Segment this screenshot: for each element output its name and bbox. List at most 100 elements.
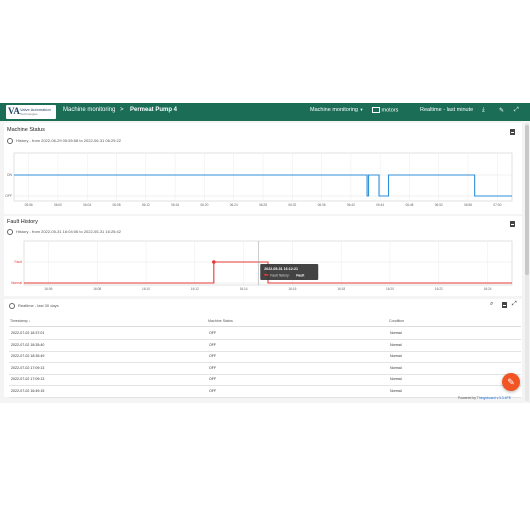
x-tick-label: 06:24 xyxy=(230,203,238,207)
tooltip-timestamp: 2022-05-31 16:12:21 xyxy=(264,267,298,271)
x-tick-label: 06:20 xyxy=(200,203,208,207)
x-tick-label: 16:24 xyxy=(484,287,492,291)
cell-condition: Normal xyxy=(390,377,402,381)
cell-status: OFF xyxy=(209,331,217,335)
fault-history-title: Fault History xyxy=(7,219,38,225)
chart-tooltip: 2022-05-31 16:12:21 Fault history: Fault xyxy=(260,264,319,280)
state-selector-label: Machine monitoring xyxy=(310,107,358,113)
x-tick-label: 06:12 xyxy=(142,203,150,207)
x-tick-label: 07:00 xyxy=(493,203,501,207)
breadcrumb-current: Permeat Pump 4 xyxy=(130,107,178,113)
fault-series-line xyxy=(24,261,512,284)
x-tick-label: 06:28 xyxy=(259,203,267,207)
machine-status-title: Machine Status xyxy=(7,127,45,133)
machine-status-panel: Machine Status History - from 2022-06-29… xyxy=(4,123,522,214)
x-tick-label: 06:36 xyxy=(318,203,326,207)
fullscreen-icon[interactable]: ⤢ xyxy=(512,301,517,307)
fault-history-panel: Fault History History - from 2022-05-31 … xyxy=(4,216,522,296)
edit-icon[interactable]: ✎ xyxy=(499,108,505,114)
tooltip-swatch xyxy=(264,274,269,276)
plot-border xyxy=(23,240,513,286)
x-tick-label: 16:12 xyxy=(191,287,199,291)
x-tick-label: 16:22 xyxy=(435,287,443,291)
breadcrumb-separator: > xyxy=(120,107,124,113)
y-tick-label: Normal xyxy=(11,281,22,285)
machine-status-timewindow: History - from 2022-06-29 05:55:58 to 20… xyxy=(7,138,121,144)
x-tick-label: 16:14 xyxy=(240,287,248,291)
y-tick-label: Fault xyxy=(14,260,22,264)
chevron-down-icon: ▼ xyxy=(359,107,364,112)
x-tick-label: 16:10 xyxy=(142,287,150,291)
x-tick-label: 16:16 xyxy=(288,287,296,291)
cell-timestamp: 2022-07-02 18:35:49 xyxy=(11,354,45,358)
cell-timestamp: 2022-07-02 17:09:13 xyxy=(11,377,45,381)
column-header-condition[interactable]: Condition xyxy=(389,319,405,323)
x-tick-label: 06:44 xyxy=(376,203,384,207)
state-selector[interactable]: Machine monitoring ▼ xyxy=(310,107,364,113)
download-icon[interactable]: ⤓ xyxy=(482,107,485,113)
export-icon[interactable] xyxy=(510,129,515,135)
search-icon[interactable]: ⌕ xyxy=(490,301,494,307)
sort-arrow-icon: ↓ xyxy=(28,319,31,323)
x-tick-label: 06:04 xyxy=(83,203,91,207)
status-series-line xyxy=(14,174,512,197)
clock-icon xyxy=(9,303,15,309)
cell-status: OFF xyxy=(209,388,217,393)
logo-subtext: Technologies xyxy=(20,112,38,116)
company-logo[interactable]: VA Valve Automation Technologies xyxy=(6,105,56,119)
y-tick-label: OFF xyxy=(5,194,12,198)
clock-icon xyxy=(7,229,13,235)
data-point-marker xyxy=(212,260,216,264)
fullscreen-icon[interactable]: ⤢ xyxy=(514,107,519,113)
logo-text: Valve Automation xyxy=(20,107,51,112)
table-row[interactable]: 2022-07-02 18:37:01 OFF Normal xyxy=(9,327,521,340)
cell-status: OFF xyxy=(209,354,217,358)
y-tick-label: ON xyxy=(7,173,13,177)
cell-timestamp: 2022-07-02 18:35:40 xyxy=(11,342,45,347)
cell-condition: Normal xyxy=(390,365,402,370)
page-scrollbar-thumb[interactable] xyxy=(525,125,529,275)
entity-alias-selector[interactable]: motors xyxy=(372,107,398,113)
timewindow-selector[interactable]: Realtime - last minute xyxy=(420,107,474,113)
x-tick-label: 16:08 xyxy=(93,287,101,291)
entity-alias-label: motors xyxy=(381,107,399,114)
table-row[interactable]: 2022-07-02 18:35:49 OFF Normal xyxy=(9,350,521,363)
tooltip-series-label: Fault history: xyxy=(270,274,289,278)
x-tick-label: 06:52 xyxy=(435,203,443,207)
cell-condition: Normal xyxy=(390,331,402,335)
machine-status-chart: 05:56 06:00 06:04 06:08 06:12 06:16 06:20 06:24… xyxy=(5,152,513,207)
export-icon[interactable] xyxy=(510,221,515,227)
x-tick-label: 06:48 xyxy=(405,203,413,207)
clock-icon xyxy=(7,138,13,144)
edit-fab-button[interactable]: ✎ xyxy=(502,373,520,391)
table-row[interactable]: 2022-07-02 17:09:13 OFF Normal xyxy=(9,373,521,386)
cell-timestamp: 2022-07-02 18:37:01 xyxy=(11,331,45,335)
header-divider xyxy=(9,326,521,327)
table-row[interactable]: 2022-07-02 18:35:40 OFF Normal xyxy=(9,339,521,352)
column-header-timestamp[interactable]: Timestamp ↓ xyxy=(10,319,31,323)
x-tick-label: 06:00 xyxy=(54,203,62,207)
logo-mark: VA xyxy=(8,106,20,116)
cell-status: OFF xyxy=(209,342,217,347)
column-header-status[interactable]: Machine Status xyxy=(208,319,233,323)
table-row[interactable]: 2022-07-02 17:09:13 OFF Normal xyxy=(9,362,521,375)
cell-status: OFF xyxy=(209,377,217,381)
powered-by[interactable]: Powered by Thingsboard v.3.3.4PE xyxy=(458,396,512,400)
tooltip-box xyxy=(260,264,319,280)
fault-history-chart: 16:06 16:08 16:10 16:12 16:14 16:16 16:18 16:20… xyxy=(11,240,513,291)
breadcrumb-root[interactable]: Machine monitoring xyxy=(63,107,116,113)
pencil-icon: ✎ xyxy=(507,377,515,387)
status-table-panel: Realtime - last 30 days ⌕ ⤢ Timestamp ↓ … xyxy=(4,299,522,398)
x-tick-label: 16:18 xyxy=(337,287,345,291)
cell-condition: Normal xyxy=(390,354,402,358)
export-icon[interactable] xyxy=(502,302,507,308)
dashboard-frame: VA Valve Automation Technologies Machine… xyxy=(0,103,530,403)
x-tick-label: 06:08 xyxy=(113,203,121,207)
devices-icon xyxy=(372,107,380,113)
cell-condition: Normal xyxy=(390,342,402,347)
table-row[interactable]: 2022-07-02 16:49:15 OFF Normal xyxy=(9,385,521,398)
table-timewindow: Realtime - last 30 days xyxy=(9,303,59,309)
top-bar: VA Valve Automation Technologies Machine… xyxy=(0,103,530,121)
x-tick-label: 16:20 xyxy=(386,287,394,291)
x-tick-label: 06:32 xyxy=(288,203,296,207)
